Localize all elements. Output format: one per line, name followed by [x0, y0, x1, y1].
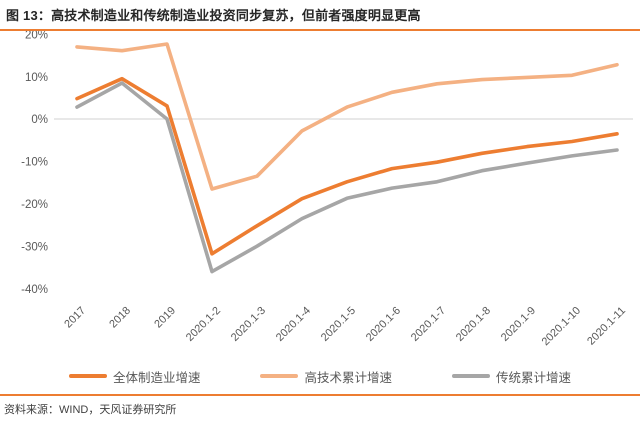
x-axis-tick-label: 2020.1-8	[454, 305, 493, 344]
legend-line-swatch-icon	[260, 374, 299, 378]
chart-legend: 全体制造业增速 高技术累计增速 传统累计增速	[0, 367, 640, 385]
x-axis-tick-label: 2020.1-6	[364, 305, 403, 344]
x-axis-tick-label: 2020.1-5	[319, 305, 358, 344]
legend-label: 传统累计增速	[496, 370, 572, 385]
figure-title: 图 13：高技术制造业和传统制造业投资同步复苏，但前者强度明显更高	[6, 8, 421, 23]
x-axis-tick-label: 2020.1-11	[585, 305, 628, 348]
x-axis-tick-label: 2020.1-9	[499, 305, 538, 344]
y-axis-tick-label: -20%	[21, 199, 48, 211]
legend-item-hightech: 高技术累计增速	[260, 367, 392, 386]
y-axis-tick-label: 0%	[31, 114, 48, 126]
y-axis-tick-label: -30%	[21, 241, 48, 253]
line-chart: 20%10%0%-10%-20%-30%-40%2017 2018 2019 2020…	[21, 29, 633, 349]
x-axis-tick-label: 2020.1-4	[274, 305, 313, 344]
x-axis-tick-label: 2020.1-3	[229, 305, 268, 344]
y-axis-tick-label: -10%	[21, 157, 48, 169]
x-axis-tick-label: 2020.1-10	[540, 305, 584, 349]
series-line-0	[75, 76, 619, 256]
series-line-1	[75, 42, 619, 191]
x-axis-tick-label: 2020.1-2	[184, 305, 223, 344]
figure-title-bar: 图 13：高技术制造业和传统制造业投资同步复苏，但前者强度明显更高	[0, 0, 640, 31]
x-axis-tick-label: 2018	[107, 305, 133, 331]
x-axis-tick-label: 2020.1-7	[409, 305, 448, 344]
legend-label: 高技术累计增速	[304, 370, 392, 385]
x-axis-tick-label: 2017	[62, 305, 88, 331]
legend-line-swatch-icon	[452, 374, 490, 378]
legend-item-traditional: 传统累计增速	[452, 367, 571, 386]
series-line-2	[75, 81, 619, 274]
legend-item-overall-manufacturing: 全体制造业增速	[68, 367, 201, 386]
x-axis-tick-label: 2019	[152, 305, 178, 331]
data-source-note: 资料来源：WIND，天风证券研究所	[4, 404, 177, 416]
y-axis-tick-label: 20%	[25, 29, 48, 41]
y-axis-tick-label: 10%	[25, 72, 48, 84]
legend-line-swatch-icon	[68, 374, 107, 378]
legend-label: 全体制造业增速	[112, 370, 201, 385]
footer-divider	[0, 394, 640, 396]
y-axis-tick-label: -40%	[21, 284, 48, 296]
